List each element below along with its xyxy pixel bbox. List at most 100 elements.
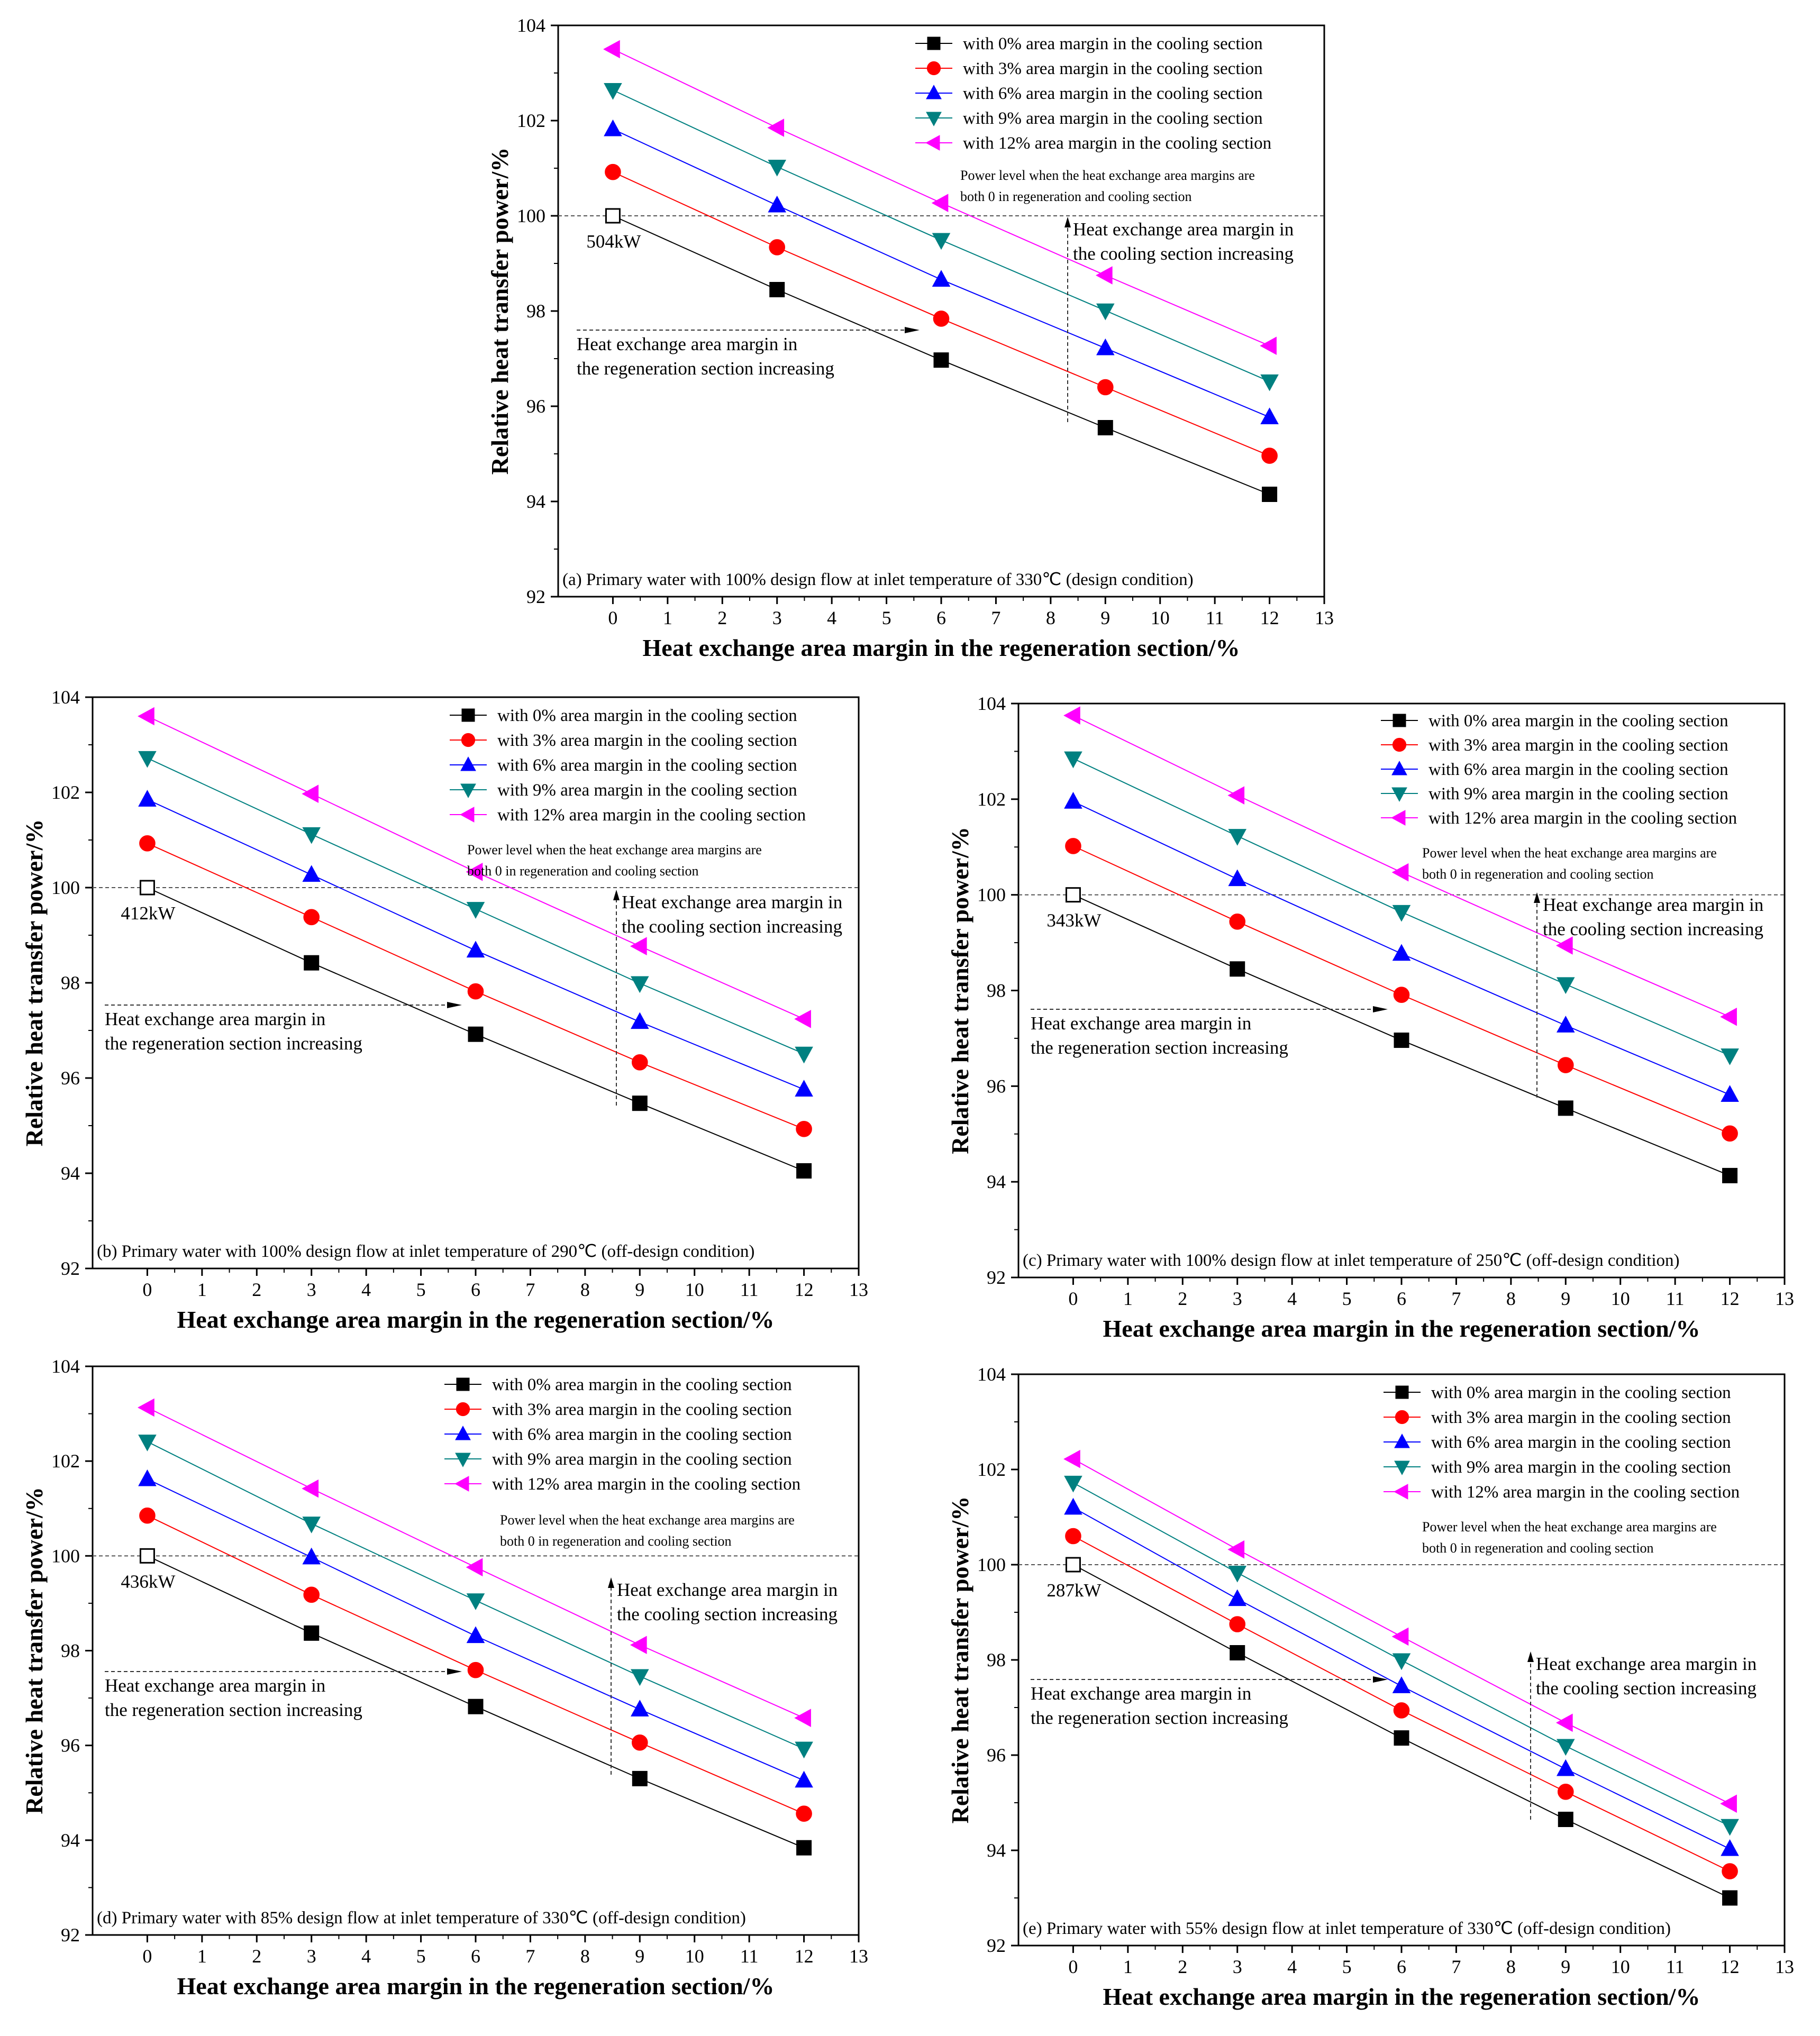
chart-panel-e: 0 1 2 3 4 5 6 7 8 9 10 11 12 13 92 94 96 98 100 102 104 Heat …	[936, 1364, 1815, 2034]
data-point-s4-x9	[1555, 936, 1573, 955]
x-tick-label: 1	[197, 1946, 207, 1967]
y-tick-label: 102	[51, 782, 80, 803]
x-tick-label: 3	[1233, 1956, 1242, 1977]
x-tick-label: 11	[1666, 1956, 1685, 1977]
y-tick-label: 94	[987, 1171, 1006, 1192]
data-point-s2-x6	[466, 1626, 485, 1644]
data-point-s1-x0	[1065, 1528, 1081, 1545]
data-point-s3-x12	[795, 1046, 813, 1064]
regen-arrow-head	[905, 327, 920, 333]
legend-marker-2	[926, 85, 942, 99]
x-tick-label: 13	[849, 1279, 868, 1300]
y-tick-label: 96	[526, 396, 545, 417]
regen-note-line2: the regeneration section increasing	[105, 1700, 362, 1720]
data-point-s2-x9	[1557, 1759, 1575, 1776]
data-point-s4-x0	[1063, 706, 1080, 725]
y-axis-title: Relative heat transfer power/%	[947, 827, 973, 1154]
x-tick-label: 5	[882, 607, 891, 628]
data-point-s2-x12	[1260, 407, 1279, 425]
legend-marker-0	[461, 708, 475, 722]
data-point-s4-x0	[603, 40, 620, 59]
legend-label-1: with 3% area margin in the cooling secti…	[492, 1400, 792, 1419]
x-tick-label: 6	[471, 1279, 480, 1300]
data-point-s0-x3	[1230, 961, 1245, 977]
x-tick-label: 6	[1397, 1288, 1406, 1309]
y-tick-label: 104	[977, 693, 1006, 714]
data-point-s1-x12	[1722, 1125, 1738, 1142]
regen-note-line1: Heat exchange area margin in	[105, 1009, 325, 1029]
y-tick-label: 92	[526, 586, 545, 607]
x-tick-label: 12	[795, 1279, 814, 1300]
y-tick-label: 98	[987, 1649, 1006, 1670]
legend-label-1: with 3% area margin in the cooling secti…	[1428, 736, 1728, 755]
x-tick-label: 6	[1397, 1956, 1406, 1977]
x-tick-label: 0	[608, 607, 617, 628]
data-point-s3-x6	[1392, 905, 1411, 922]
base-power-label: 436kW	[121, 1571, 175, 1592]
cooling-arrow-head	[608, 1577, 614, 1588]
data-point-s3-x12	[1721, 1048, 1739, 1065]
data-point-s4-x12	[1720, 1794, 1737, 1813]
legend-label-3: with 9% area margin in the cooling secti…	[1431, 1458, 1731, 1477]
data-point-s3-x9	[1557, 1739, 1575, 1756]
x-tick-label: 1	[1123, 1288, 1133, 1309]
x-tick-label: 10	[1611, 1288, 1630, 1309]
x-tick-label: 7	[1451, 1288, 1461, 1309]
x-tick-label: 9	[1100, 607, 1110, 628]
chart-panel-a: 0 1 2 3 4 5 6 7 8 9 10 11 12 13 92 94 96 98 100 102 104 Heat …	[476, 15, 1376, 672]
data-point-s4-x9	[1095, 266, 1113, 285]
legend-marker-3	[455, 1453, 471, 1467]
x-tick-label: 8	[1506, 1956, 1516, 1977]
legend-label-3: with 9% area margin in the cooling secti…	[492, 1450, 792, 1469]
cooling-arrow-head	[1527, 1651, 1534, 1662]
data-point-s4-x3	[302, 1479, 319, 1498]
data-point-s3-x6	[466, 1593, 485, 1610]
y-tick-label: 94	[61, 1830, 80, 1851]
legend-label-0: with 0% area margin in the cooling secti…	[1431, 1383, 1731, 1402]
legend-label-3: with 9% area margin in the cooling secti…	[1428, 784, 1728, 804]
y-tick-label: 94	[987, 1840, 1006, 1861]
y-tick-label: 98	[526, 300, 545, 322]
data-point-s2-x6	[932, 270, 951, 287]
data-point-s3-x6	[932, 233, 951, 250]
cooling-note-line1: Heat exchange area margin in	[622, 892, 842, 912]
data-point-s3-x6	[1392, 1653, 1411, 1670]
y-axis-title: Relative heat transfer power/%	[486, 148, 513, 475]
x-tick-label: 4	[1287, 1956, 1297, 1977]
x-tick-label: 12	[1260, 607, 1279, 628]
data-point-s1-x9	[1097, 379, 1114, 396]
x-tick-label: 10	[1611, 1956, 1630, 1977]
regen-note-line2: the regeneration section increasing	[577, 358, 834, 379]
data-point-s3-x3	[302, 1517, 321, 1533]
x-tick-label: 13	[1315, 607, 1334, 628]
data-point-s0-x3	[304, 955, 320, 971]
x-tick-label: 6	[936, 607, 946, 628]
x-tick-label: 11	[740, 1279, 759, 1300]
x-tick-label: 5	[416, 1279, 426, 1300]
data-point-s1-x0	[139, 1507, 156, 1524]
x-tick-label: 8	[580, 1279, 590, 1300]
y-tick-label: 100	[517, 205, 545, 226]
data-point-s3-x9	[631, 976, 649, 993]
legend-label-4: with 12% area margin in the cooling sect…	[492, 1475, 800, 1494]
legend-label-4: with 12% area margin in the cooling sect…	[963, 134, 1271, 153]
x-tick-label: 2	[1178, 1956, 1187, 1977]
y-tick-label: 104	[977, 1364, 1006, 1385]
legend-marker-4	[1391, 810, 1406, 826]
power-note-line2: both 0 in regeneration and cooling secti…	[1422, 866, 1654, 882]
legend-marker-3	[1394, 1460, 1410, 1475]
data-point-s1-x0	[139, 835, 156, 852]
base-power-label: 504kW	[586, 231, 641, 252]
data-point-s2-x0	[1064, 1498, 1082, 1515]
cooling-arrow-head	[1064, 217, 1071, 227]
data-point-s2-x9	[1096, 338, 1115, 355]
panel-caption: (e) Primary water with 55% design flow a…	[1023, 1919, 1671, 1938]
data-point-s1-x12	[1722, 1863, 1738, 1879]
x-tick-label: 1	[1123, 1956, 1133, 1977]
data-point-s4-x12	[794, 1010, 811, 1028]
chart-panel-b: 0 1 2 3 4 5 6 7 8 9 10 11 12 13 92 94 96 98 100 102 104 Heat …	[11, 687, 899, 1354]
panel-caption: (d) Primary water with 85% design flow a…	[97, 1909, 746, 1928]
x-tick-label: 7	[525, 1946, 535, 1967]
data-point-s3-x0	[1064, 1475, 1082, 1493]
chart-svg-a: 0 1 2 3 4 5 6 7 8 9 10 11 12 1392949698100102104Heat …	[486, 15, 1334, 661]
